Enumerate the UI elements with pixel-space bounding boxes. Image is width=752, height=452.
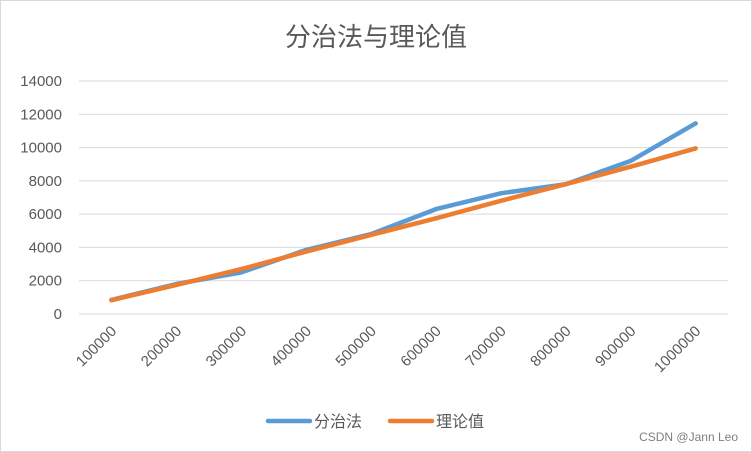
gridlines	[79, 80, 728, 315]
data-point	[109, 297, 114, 303]
x-tick-label: 800000	[527, 323, 574, 370]
x-tick-label: 600000	[397, 323, 444, 370]
data-point	[498, 198, 504, 204]
data-point	[693, 121, 698, 126]
data-point	[628, 158, 633, 164]
watermark: CSDN @Jann Leo	[639, 430, 738, 444]
series-lines	[109, 121, 698, 303]
y-tick-label: 8000	[29, 173, 62, 190]
x-tick-label: 100000	[73, 323, 120, 370]
legend-label: 理论值	[436, 412, 484, 431]
x-tick-label: 300000	[203, 323, 250, 370]
data-point	[239, 266, 244, 272]
series-line	[109, 121, 698, 303]
x-tick-label: 200000	[138, 323, 185, 370]
y-tick-label: 0	[54, 306, 62, 323]
data-point	[433, 206, 439, 212]
legend-label: 分治法	[314, 412, 362, 431]
y-tick-label: 6000	[29, 206, 62, 223]
data-point	[433, 216, 439, 221]
data-point	[303, 249, 309, 254]
chart-title: 分治法与理论值	[285, 23, 467, 53]
data-point	[693, 146, 698, 151]
x-axis-ticks: 100000 200000 300000 400000 500000 600000 7000…	[73, 323, 705, 376]
x-tick-label: 500000	[332, 323, 379, 370]
x-tick-label: 400000	[268, 323, 315, 370]
data-point	[563, 181, 568, 187]
x-tick-label: 1000000	[651, 323, 704, 376]
series-line	[109, 146, 698, 303]
y-tick-label: 10000	[20, 140, 62, 157]
y-tick-label: 14000	[20, 73, 62, 90]
legend: 分治法 理论值	[265, 412, 484, 431]
x-tick-label: 900000	[592, 323, 639, 370]
data-point	[498, 191, 504, 196]
y-tick-label: 4000	[29, 239, 62, 256]
data-point	[628, 164, 633, 169]
y-tick-label: 12000	[20, 106, 62, 123]
data-point	[174, 282, 179, 288]
y-axis-ticks: 0 2000 4000 6000 8000 10000 12000 14000	[20, 73, 62, 323]
data-point	[368, 232, 374, 238]
x-tick-label: 700000	[462, 323, 509, 370]
y-tick-label: 2000	[29, 273, 62, 290]
